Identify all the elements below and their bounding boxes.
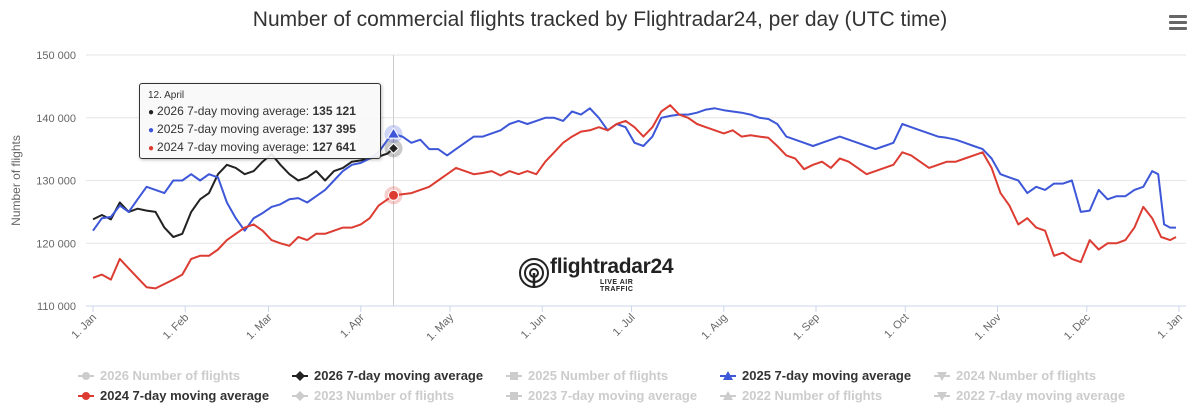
x-tick-label: 1. Nov	[973, 311, 1004, 342]
legend-item[interactable]: 2025 Number of flights	[506, 368, 668, 383]
legend-label: 2023 Number of flights	[314, 388, 455, 403]
hover-marker-2024	[388, 189, 400, 201]
x-tick-label: 1. Apr	[338, 311, 367, 340]
legend-item[interactable]: 2025 7-day moving average	[720, 368, 911, 383]
legend-symbol-icon	[506, 391, 522, 400]
hover-marker-2025	[386, 127, 401, 139]
tooltip: 12. April ● 2026 7-day moving average: 13…	[139, 83, 381, 159]
x-tick-label: 1. May	[424, 311, 456, 343]
y-tick-label: 110 000	[37, 301, 76, 313]
watermark-tagline: LIVE AIR TRAFFIC	[600, 279, 634, 293]
legend-label: 2024 7-day moving average	[100, 388, 270, 403]
legend-item[interactable]: 2024 7-day moving average	[78, 388, 269, 403]
legend-label: 2025 7-day moving average	[742, 368, 912, 383]
tooltip-value-2025: 137 395	[312, 122, 356, 136]
x-tick-label: 1. Sep	[791, 312, 822, 343]
legend-symbol-icon	[934, 371, 950, 381]
tooltip-row-2026: ● 2026 7-day moving average: 135 121	[148, 103, 372, 121]
x-tick-label: 1. Jun	[519, 312, 549, 342]
legend-item[interactable]: 2023 Number of flights	[292, 388, 454, 403]
legend-item[interactable]: 2022 7-day moving average	[934, 388, 1125, 403]
radar-logo-icon	[519, 258, 549, 288]
x-tick-label: 1. Jan	[1155, 312, 1185, 342]
watermark-brand: flightradar24	[550, 255, 674, 278]
legend-symbol-icon	[78, 371, 94, 380]
legend-label: 2022 7-day moving average	[956, 388, 1126, 403]
legend-symbol-icon	[934, 391, 950, 401]
legend-label: 2023 7-day moving average	[528, 388, 698, 403]
x-axis: 1. Jan 1. Feb 1. Mar 1. Apr 1. May 1. Jun 1. J…	[69, 305, 1186, 343]
tooltip-date: 12. April	[148, 90, 185, 101]
hamburger-menu-icon[interactable]	[1166, 12, 1190, 36]
tooltip-dot-2026: ●	[148, 107, 155, 118]
legend: 2026 Number of flights 2026 7-day moving …	[70, 368, 1170, 408]
y-axis-label: Number of flights	[9, 135, 23, 226]
tooltip-dot-2024: ●	[148, 143, 155, 154]
tooltip-label-2024: 2024 7-day moving average:	[157, 140, 310, 154]
x-tick-label: 1. Oct	[882, 312, 911, 341]
hover-markers	[384, 125, 403, 205]
x-tick-label: 1. Dec	[1062, 311, 1093, 342]
legend-label: 2024 Number of flights	[956, 368, 1097, 383]
legend-symbol-icon	[292, 370, 308, 381]
flightradar24-watermark: flightradar24 LIVE AIR TRAFFIC	[518, 255, 674, 293]
tooltip-value-2026: 135 121	[312, 104, 356, 118]
y-tick-label: 140 000	[36, 113, 76, 125]
tooltip-label-2025: 2025 7-day moving average:	[157, 122, 310, 136]
hover-marker-2026	[387, 142, 400, 155]
y-tick-label: 130 000	[36, 176, 76, 188]
legend-symbol-icon	[720, 390, 736, 400]
legend-symbol-icon	[78, 391, 94, 400]
legend-item[interactable]: 2026 Number of flights	[78, 368, 240, 383]
series-line-2024[interactable]	[92, 104, 1177, 290]
x-tick-label: 1. Jul	[611, 312, 638, 339]
y-tick-label: 150 000	[36, 50, 76, 62]
tooltip-label-2026: 2026 7-day moving average:	[157, 104, 310, 118]
legend-label: 2025 Number of flights	[528, 368, 669, 383]
legend-item[interactable]: 2026 7-day moving average	[292, 368, 483, 383]
x-tick-label: 1. Jan	[69, 312, 99, 342]
legend-label: 2022 Number of flights	[742, 388, 883, 403]
tooltip-dot-2025: ●	[148, 125, 155, 136]
legend-item[interactable]: 2024 Number of flights	[934, 368, 1096, 383]
tooltip-row-2024: ● 2024 7-day moving average: 127 641	[148, 139, 372, 157]
legend-label: 2026 Number of flights	[100, 368, 241, 383]
tooltip-value-2024: 127 641	[312, 140, 356, 154]
y-tick-label: 120 000	[36, 238, 76, 250]
x-tick-label: 1. Feb	[161, 312, 192, 343]
legend-symbol-icon	[720, 370, 736, 380]
x-tick-label: 1. Aug	[699, 312, 730, 343]
x-tick-label: 1. Mar	[244, 311, 275, 342]
legend-item[interactable]: 2022 Number of flights	[720, 388, 882, 403]
legend-symbol-icon	[506, 371, 522, 380]
legend-symbol-icon	[292, 390, 308, 401]
legend-item[interactable]: 2023 7-day moving average	[506, 388, 697, 403]
tooltip-row-2025: ● 2025 7-day moving average: 137 395	[148, 121, 372, 139]
legend-label: 2026 7-day moving average	[314, 368, 484, 383]
chart-title: Number of commercial flights tracked by …	[252, 8, 948, 31]
y-axis: 110 000 120 000 130 000 140 000 150 000 Numbe…	[9, 50, 76, 313]
series-lines	[92, 104, 1177, 290]
series-line-2025[interactable]	[92, 107, 1176, 232]
series-line-2026[interactable]	[92, 147, 395, 238]
